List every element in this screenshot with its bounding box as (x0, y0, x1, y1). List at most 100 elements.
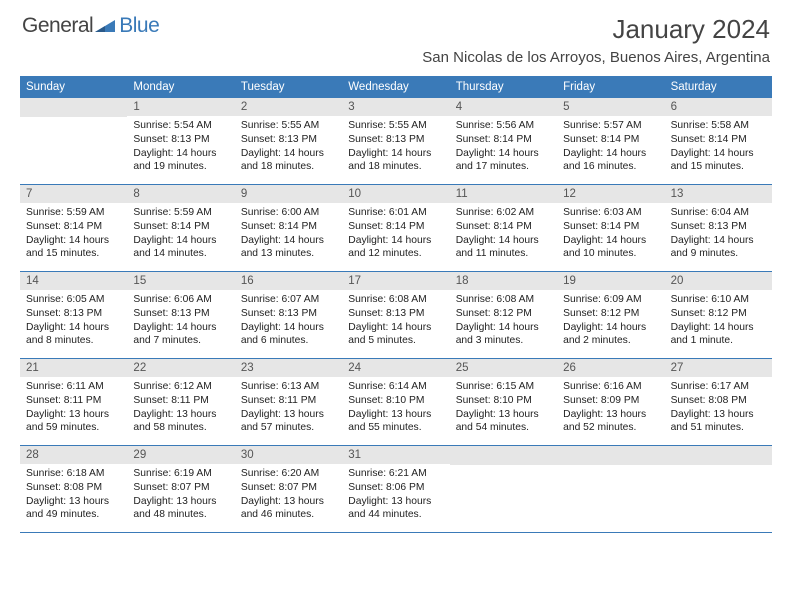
day-info: Sunrise: 5:55 AMSunset: 8:13 PMDaylight:… (235, 116, 342, 178)
day-info: Sunrise: 6:15 AMSunset: 8:10 PMDaylight:… (450, 377, 557, 439)
sunset-text: Sunset: 8:07 PM (133, 481, 228, 495)
day-cell: 25Sunrise: 6:15 AMSunset: 8:10 PMDayligh… (450, 359, 557, 445)
day-info: Sunrise: 6:18 AMSunset: 8:08 PMDaylight:… (20, 464, 127, 526)
sunrise-text: Sunrise: 6:19 AM (133, 467, 228, 481)
sunset-text: Sunset: 8:14 PM (563, 133, 658, 147)
day-cell: 21Sunrise: 6:11 AMSunset: 8:11 PMDayligh… (20, 359, 127, 445)
day-info: Sunrise: 5:57 AMSunset: 8:14 PMDaylight:… (557, 116, 664, 178)
day-number: 5 (557, 98, 664, 116)
day-info: Sunrise: 6:09 AMSunset: 8:12 PMDaylight:… (557, 290, 664, 352)
day-info: Sunrise: 6:08 AMSunset: 8:13 PMDaylight:… (342, 290, 449, 352)
dayhead-mon: Monday (127, 76, 234, 98)
daylight-text: Daylight: 14 hours and 13 minutes. (241, 234, 336, 262)
day-cell: 26Sunrise: 6:16 AMSunset: 8:09 PMDayligh… (557, 359, 664, 445)
day-number: 11 (450, 185, 557, 203)
logo-triangle-icon (95, 18, 117, 34)
sunrise-text: Sunrise: 5:56 AM (456, 119, 551, 133)
sunset-text: Sunset: 8:09 PM (563, 394, 658, 408)
day-number: 10 (342, 185, 449, 203)
sunset-text: Sunset: 8:12 PM (671, 307, 766, 321)
day-info: Sunrise: 5:59 AMSunset: 8:14 PMDaylight:… (20, 203, 127, 265)
daylight-text: Daylight: 14 hours and 18 minutes. (348, 147, 443, 175)
sunrise-text: Sunrise: 6:05 AM (26, 293, 121, 307)
daylight-text: Daylight: 13 hours and 49 minutes. (26, 495, 121, 523)
day-info: Sunrise: 6:16 AMSunset: 8:09 PMDaylight:… (557, 377, 664, 439)
day-number: 12 (557, 185, 664, 203)
day-number: 20 (665, 272, 772, 290)
day-cell: 8Sunrise: 5:59 AMSunset: 8:14 PMDaylight… (127, 185, 234, 271)
day-info: Sunrise: 6:20 AMSunset: 8:07 PMDaylight:… (235, 464, 342, 526)
sunset-text: Sunset: 8:13 PM (671, 220, 766, 234)
sunrise-text: Sunrise: 6:21 AM (348, 467, 443, 481)
daylight-text: Daylight: 14 hours and 14 minutes. (133, 234, 228, 262)
daylight-text: Daylight: 14 hours and 16 minutes. (563, 147, 658, 175)
day-info: Sunrise: 6:01 AMSunset: 8:14 PMDaylight:… (342, 203, 449, 265)
day-cell: 5Sunrise: 5:57 AMSunset: 8:14 PMDaylight… (557, 98, 664, 184)
dayhead-thu: Thursday (450, 76, 557, 98)
day-number: 25 (450, 359, 557, 377)
daylight-text: Daylight: 14 hours and 15 minutes. (26, 234, 121, 262)
day-cell (20, 98, 127, 184)
day-info: Sunrise: 5:58 AMSunset: 8:14 PMDaylight:… (665, 116, 772, 178)
sunrise-text: Sunrise: 6:01 AM (348, 206, 443, 220)
daylight-text: Daylight: 13 hours and 46 minutes. (241, 495, 336, 523)
daylight-text: Daylight: 13 hours and 57 minutes. (241, 408, 336, 436)
day-cell (557, 446, 664, 532)
sunrise-text: Sunrise: 6:11 AM (26, 380, 121, 394)
daylight-text: Daylight: 14 hours and 17 minutes. (456, 147, 551, 175)
day-cell: 28Sunrise: 6:18 AMSunset: 8:08 PMDayligh… (20, 446, 127, 532)
day-info: Sunrise: 6:08 AMSunset: 8:12 PMDaylight:… (450, 290, 557, 352)
sunset-text: Sunset: 8:14 PM (563, 220, 658, 234)
day-number: 9 (235, 185, 342, 203)
sunrise-text: Sunrise: 6:02 AM (456, 206, 551, 220)
day-info: Sunrise: 6:19 AMSunset: 8:07 PMDaylight:… (127, 464, 234, 526)
day-number: 3 (342, 98, 449, 116)
calendar: Sunday Monday Tuesday Wednesday Thursday… (20, 76, 772, 533)
sunrise-text: Sunrise: 5:59 AM (133, 206, 228, 220)
day-cell: 2Sunrise: 5:55 AMSunset: 8:13 PMDaylight… (235, 98, 342, 184)
sunset-text: Sunset: 8:14 PM (456, 220, 551, 234)
sunset-text: Sunset: 8:13 PM (348, 307, 443, 321)
daylight-text: Daylight: 14 hours and 10 minutes. (563, 234, 658, 262)
sunset-text: Sunset: 8:14 PM (133, 220, 228, 234)
daylight-text: Daylight: 14 hours and 8 minutes. (26, 321, 121, 349)
day-cell: 6Sunrise: 5:58 AMSunset: 8:14 PMDaylight… (665, 98, 772, 184)
day-info: Sunrise: 6:12 AMSunset: 8:11 PMDaylight:… (127, 377, 234, 439)
day-info: Sunrise: 5:59 AMSunset: 8:14 PMDaylight:… (127, 203, 234, 265)
sunset-text: Sunset: 8:12 PM (563, 307, 658, 321)
logo-text-blue: Blue (119, 14, 159, 38)
day-info: Sunrise: 6:04 AMSunset: 8:13 PMDaylight:… (665, 203, 772, 265)
week-row: 14 Sunrise: 6:05 AM Sunset: 8:13 PM Dayligh… (20, 272, 772, 359)
sunrise-text: Sunrise: 6:09 AM (563, 293, 658, 307)
day-number: 15 (127, 272, 234, 290)
day-number (665, 446, 772, 465)
location-text: San Nicolas de los Arroyos, Buenos Aires… (422, 49, 770, 66)
daylight-text: Daylight: 13 hours and 51 minutes. (671, 408, 766, 436)
day-cell (450, 446, 557, 532)
sunrise-text: Sunrise: 6:14 AM (348, 380, 443, 394)
day-number: 30 (235, 446, 342, 464)
daylight-text: Daylight: 13 hours and 48 minutes. (133, 495, 228, 523)
day-number: 16 (235, 272, 342, 290)
day-number: 14 (20, 272, 127, 290)
day-cell: 20Sunrise: 6:10 AMSunset: 8:12 PMDayligh… (665, 272, 772, 358)
day-cell: 15Sunrise: 6:06 AMSunset: 8:13 PMDayligh… (127, 272, 234, 358)
daylight-text: Daylight: 14 hours and 18 minutes. (241, 147, 336, 175)
weeks-container: 1Sunrise: 5:54 AMSunset: 8:13 PMDaylight… (20, 98, 772, 533)
sunrise-text: Sunrise: 5:55 AM (348, 119, 443, 133)
sunset-text: Sunset: 8:12 PM (456, 307, 551, 321)
day-info: Sunrise: 6:11 AMSunset: 8:11 PMDaylight:… (20, 377, 127, 439)
day-number: 6 (665, 98, 772, 116)
week-row: 1Sunrise: 5:54 AMSunset: 8:13 PMDaylight… (20, 98, 772, 185)
daylight-text: Daylight: 14 hours and 3 minutes. (456, 321, 551, 349)
sunset-text: Sunset: 8:13 PM (241, 133, 336, 147)
daylight-text: Daylight: 14 hours and 19 minutes. (133, 147, 228, 175)
day-info: Sunrise: 6:21 AMSunset: 8:06 PMDaylight:… (342, 464, 449, 526)
day-cell: 10Sunrise: 6:01 AMSunset: 8:14 PMDayligh… (342, 185, 449, 271)
day-info: Sunrise: 6:07 AMSunset: 8:13 PMDaylight:… (235, 290, 342, 352)
day-info: Sunrise: 6:14 AMSunset: 8:10 PMDaylight:… (342, 377, 449, 439)
day-cell: 14Sunrise: 6:05 AMSunset: 8:13 PMDayligh… (20, 272, 127, 358)
sunset-text: Sunset: 8:07 PM (241, 481, 336, 495)
day-number: 29 (127, 446, 234, 464)
sunset-text: Sunset: 8:13 PM (241, 307, 336, 321)
